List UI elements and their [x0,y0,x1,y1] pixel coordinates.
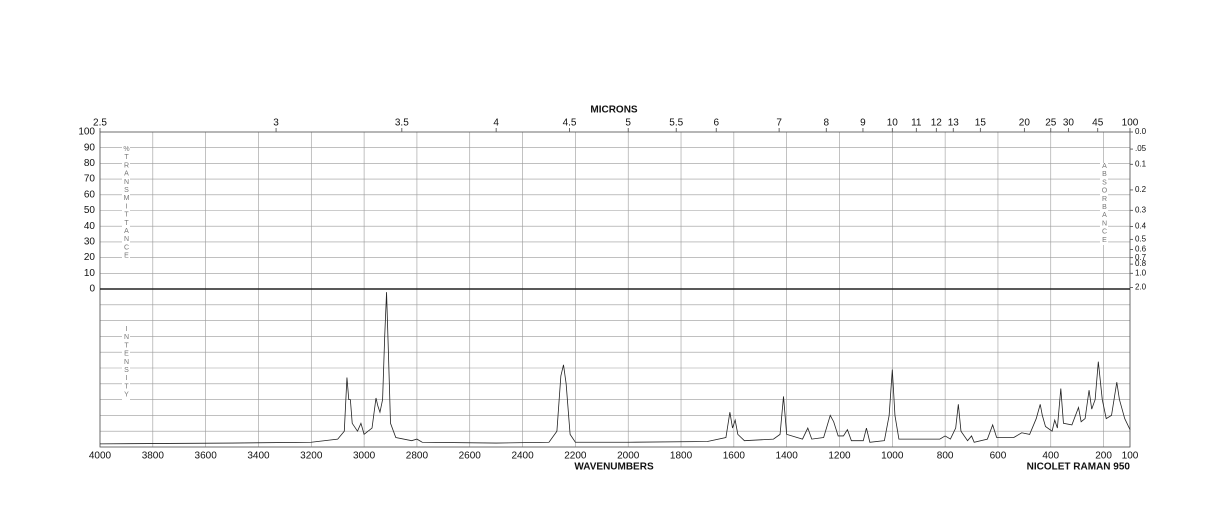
y-tick-label: 30 [84,237,96,248]
x-axis-title: WAVENUMBERS [574,462,654,473]
y-tick-label: 20 [84,252,96,263]
x-tick-label: 400 [1042,451,1059,462]
micron-tick-label: 6 [713,118,719,129]
x-tick-label: 1600 [723,451,746,462]
y-tick-label: 10 [84,268,96,279]
micron-tick-label: 7 [776,118,782,129]
x-tick-label: 1200 [828,451,851,462]
y-tick-label: 90 [84,142,96,153]
micron-tick-label: 100 [1122,118,1139,129]
y-tick-label: 50 [84,205,96,216]
x-tick-label: 100 [1122,451,1139,462]
micron-tick-label: 8 [824,118,830,129]
micron-tick-label: 11 [911,118,922,129]
y-tick-label: 40 [84,221,96,232]
x-tick-label: 4000 [89,451,112,462]
absorbance-tick-label: 0.6 [1135,245,1147,254]
x-tick-label: 3400 [247,451,270,462]
x-tick-label: 2600 [459,451,482,462]
x-tick-label: 3000 [353,451,376,462]
micron-tick-label: 4.5 [563,118,577,129]
x-tick-label: 2400 [511,451,534,462]
micron-tick-label: 25 [1045,118,1057,129]
x-tick-label: 3200 [300,451,323,462]
x-tick-label: 2200 [564,451,587,462]
absorbance-tick-label: 0.5 [1135,234,1147,243]
absorbance-tick-label: 0.7 [1135,253,1147,262]
micron-tick-label: 2.5 [93,118,107,129]
x-tick-label: 3600 [195,451,218,462]
x-tick-label: 800 [937,451,954,462]
micron-tick-label: 3.5 [395,118,409,129]
x-tick-label: 600 [990,451,1007,462]
y-tick-label: 60 [84,189,96,200]
absorbance-tick-label: 0.3 [1135,205,1147,214]
micron-tick-label: 13 [948,118,960,129]
micron-tick-label: 3 [273,118,279,129]
micron-tick-label: 12 [931,118,943,129]
absorbance-tick-label: 2.0 [1135,283,1147,292]
y-tick-label: 100 [78,127,95,138]
x-tick-label: 200 [1095,451,1112,462]
micron-tick-label: 4 [493,118,499,129]
x-tick-label: 2000 [617,451,640,462]
micron-tick-label: 9 [860,118,866,129]
micron-tick-label: 15 [975,118,987,129]
lower-axis-title: INTENSITY [122,326,130,400]
spectrum-line [99,292,1131,445]
absorbance-tick-label: 0.8 [1135,259,1147,268]
x-tick-label: 1400 [776,451,799,462]
x-tick-label: 3800 [142,451,165,462]
y-tick-label: 0 [89,284,95,295]
micron-tick-label: 5 [625,118,631,129]
x-tick-label: 1800 [670,451,693,462]
micron-tick-label: 5.5 [669,118,683,129]
micron-tick-label: 30 [1063,118,1075,129]
instrument-label: NICOLET RAMAN 950 [1027,462,1131,473]
y-tick-label: 80 [84,158,96,169]
x-tick-label: 1000 [881,451,904,462]
absorbance-tick-label: 1.0 [1135,268,1147,277]
y-tick-label: 70 [84,174,96,185]
micron-tick-label: 20 [1019,118,1031,129]
absorbance-tick-label: 0.4 [1135,222,1147,231]
micron-tick-label: 10 [887,118,899,129]
top-axis-title: MICRONS [590,105,638,116]
absorbance-tick-label: 0.0 [1135,127,1147,136]
absorbance-tick-label: .05 [1135,144,1147,153]
absorbance-tick-label: 0.1 [1135,159,1147,168]
left-axis-title: %TRANSMITTANCE [122,146,130,261]
absorbance-tick-label: 0.2 [1135,185,1147,194]
x-tick-label: 2800 [406,451,429,462]
right-axis-title: ABSORBANCE [1100,163,1108,245]
micron-tick-label: 45 [1092,118,1104,129]
